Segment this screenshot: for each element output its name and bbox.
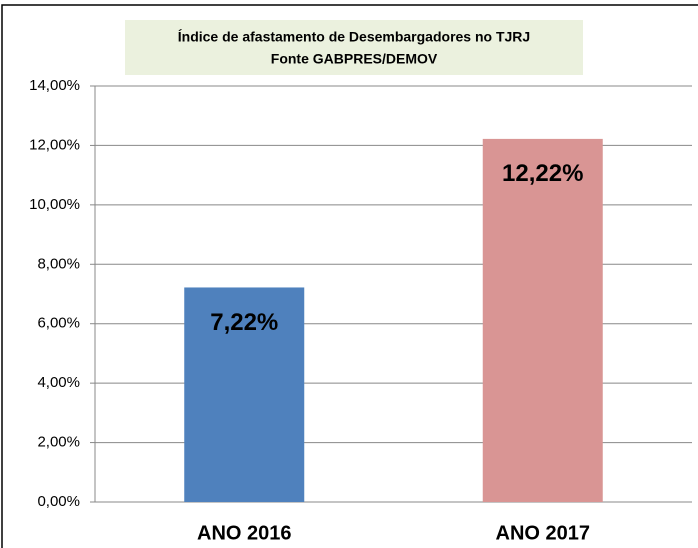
x-tick-label: ANO 2016	[197, 522, 292, 544]
y-tick-label: 12,00%	[29, 136, 80, 153]
y-tick-label: 6,00%	[37, 315, 80, 332]
y-tick-label: 0,00%	[37, 493, 80, 510]
chart-subtitle: Fonte GABPRES/DEMOV	[271, 51, 438, 67]
y-tick-label: 10,00%	[29, 196, 80, 213]
bar	[184, 287, 305, 502]
y-tick-label: 4,00%	[37, 374, 80, 391]
y-tick-label: 2,00%	[37, 434, 80, 451]
title-box	[125, 20, 583, 75]
x-tick-label: ANO 2017	[496, 522, 591, 544]
value-label: 12,22%	[502, 160, 583, 187]
value-label: 7,22%	[210, 309, 278, 336]
bar	[482, 138, 603, 503]
chart-title: Índice de afastamento de Desembargadores…	[178, 29, 530, 45]
y-tick-label: 14,00%	[29, 77, 80, 94]
y-tick-label: 8,00%	[37, 255, 80, 272]
